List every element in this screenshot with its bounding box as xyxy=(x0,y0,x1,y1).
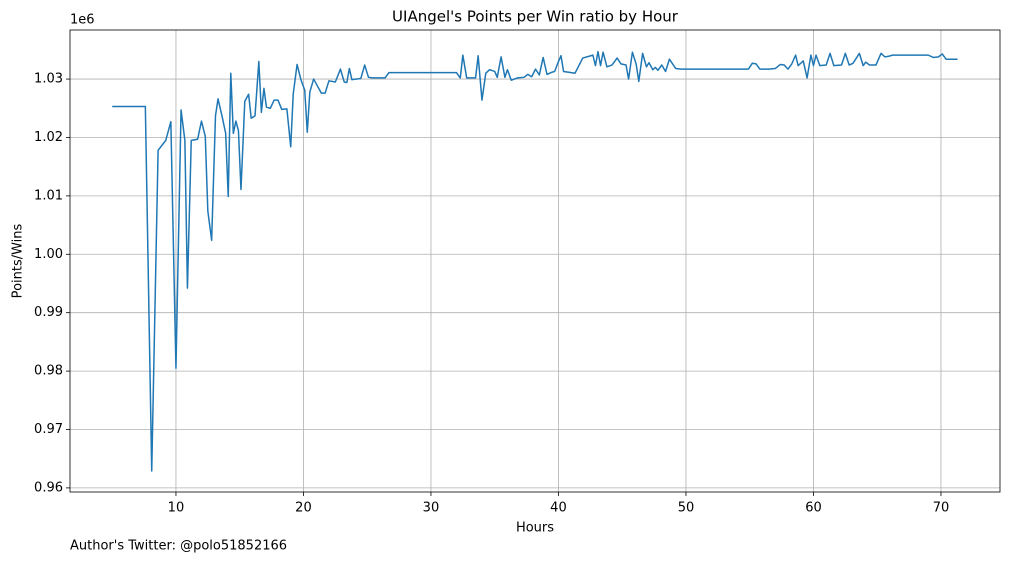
x-tick-label: 50 xyxy=(678,501,695,516)
x-tick-label: 10 xyxy=(168,501,185,516)
plot-frame xyxy=(69,29,1001,493)
annotation: Author's Twitter: @polo51852166 xyxy=(70,539,287,554)
x-axis-label: Hours xyxy=(516,521,554,536)
y-tick-label: 0.99 xyxy=(34,305,63,320)
y-tick-label: 1.01 xyxy=(34,188,63,203)
y-tick-label: 1.00 xyxy=(34,247,63,262)
y-axis-label: Points/Wins xyxy=(11,223,26,298)
x-tick-label: 40 xyxy=(550,501,567,516)
y-tick-label: 0.97 xyxy=(34,422,63,437)
y-offset-label: 1e6 xyxy=(70,13,95,28)
chart-title: UIAngel's Points per Win ratio by Hour xyxy=(392,8,679,26)
y-tick-label: 0.96 xyxy=(34,480,63,495)
x-tick-label: 60 xyxy=(805,501,822,516)
y-tick-label: 1.03 xyxy=(34,72,63,87)
x-tick-label: 30 xyxy=(423,501,440,516)
y-tick-label: 1.02 xyxy=(34,130,63,145)
x-tick-label: 20 xyxy=(295,501,312,516)
data-line xyxy=(112,50,958,472)
y-tick-label: 0.98 xyxy=(34,364,63,379)
x-tick-label: 70 xyxy=(933,501,950,516)
